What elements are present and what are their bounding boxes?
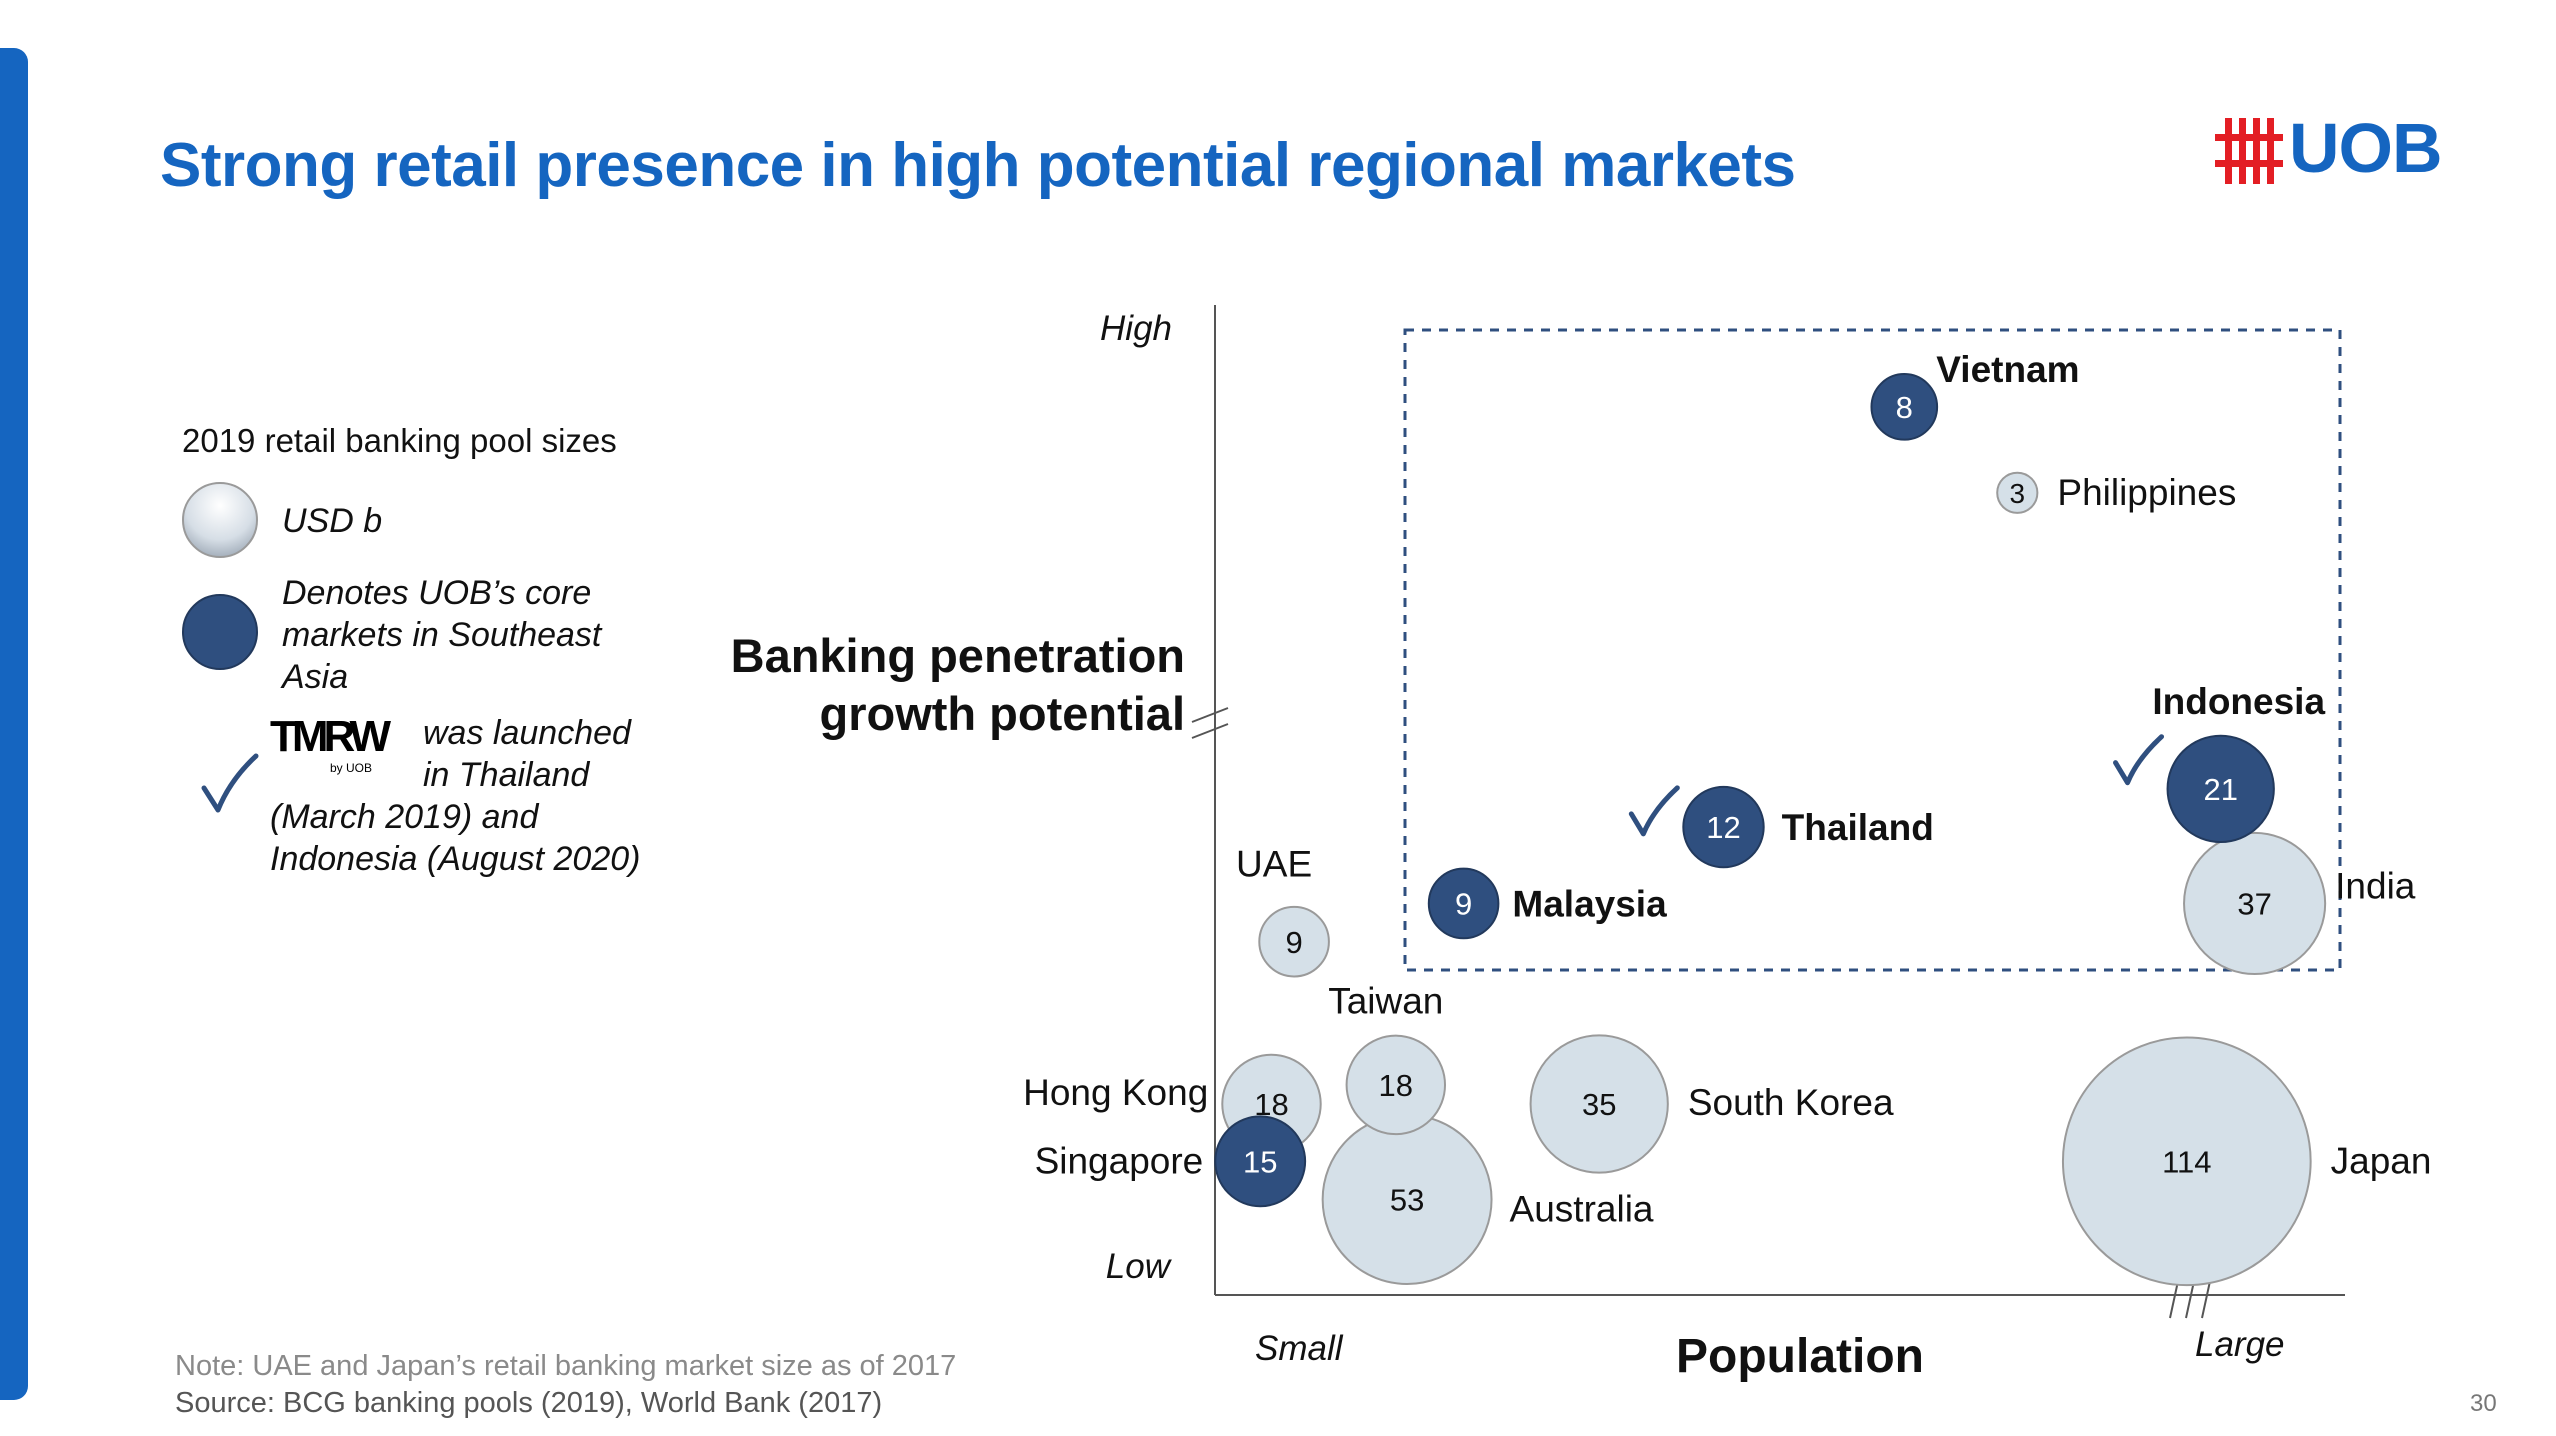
bubble-south-korea: [1529, 1034, 1669, 1174]
legend-usd-bubble: [182, 482, 258, 558]
bubble-malaysia: [1427, 867, 1500, 940]
x-tick-large: Large: [2195, 1325, 2285, 1364]
bubble-value-malaysia: 9: [1455, 887, 1472, 922]
bubble-value-taiwan: 18: [1379, 1068, 1413, 1103]
bubble-value-singapore: 15: [1243, 1144, 1277, 1179]
legend-launch-label-bottom: (March 2019) and Indonesia (August 2020): [270, 798, 641, 878]
y-axis-label-line-1: Banking penetration: [731, 629, 1185, 682]
slide-title: Strong retail presence in high potential…: [160, 131, 1796, 200]
chart-legend: 2019 retail banking pool sizes USD b Den…: [170, 410, 690, 890]
bubble-value-uae: 9: [1285, 925, 1302, 960]
bubble-label-south-korea: South Korea: [1688, 1082, 1894, 1123]
checkmark-icon-indonesia: [2113, 734, 2165, 786]
bubble-india: [2183, 831, 2327, 976]
x-axis-label: Population: [1676, 1330, 1924, 1383]
bubble-label-malaysia: Malaysia: [1512, 883, 1667, 924]
bubble-value-indonesia: 21: [2203, 772, 2237, 807]
bubble-label-hong-kong: Hong Kong: [1023, 1072, 1208, 1113]
bubble-value-australia: 53: [1390, 1183, 1424, 1218]
bubble-label-japan: Japan: [2331, 1140, 2432, 1181]
bubble-label-taiwan: Taiwan: [1328, 981, 1443, 1022]
bubble-taiwan: [1345, 1034, 1447, 1136]
source-text: Source: BCG banking pools (2019), World …: [175, 1387, 883, 1419]
tmrw-logo: TMRW by UOB: [270, 712, 391, 776]
bubble-label-india: India: [2335, 865, 2416, 906]
uob-flag-icon: [2215, 118, 2283, 184]
y-axis-break-mark: [1191, 707, 1229, 739]
uob-logo-text: UOB: [2289, 109, 2443, 187]
bubble-uae: [1258, 905, 1330, 978]
bubble-singapore: [1214, 1115, 1307, 1208]
bubble-label-philippines: Philippines: [2057, 472, 2236, 513]
page-number: 30: [2470, 1390, 2497, 1417]
bubble-label-uae: UAE: [1236, 844, 1312, 885]
legend-launch-label-top: was launched in Thailand: [423, 714, 631, 794]
bubble-label-singapore: Singapore: [1035, 1140, 1204, 1181]
bubble-thailand: [1682, 785, 1765, 869]
bubble-value-japan: 114: [2162, 1144, 2211, 1179]
checkmark-icon-thailand: [1628, 785, 1680, 837]
legend-checkmark-icon: [201, 753, 259, 813]
bubble-label-vietnam: Vietnam: [1936, 349, 2079, 390]
bubble-vietnam: [1870, 373, 1939, 441]
bubble-japan: [2061, 1036, 2312, 1287]
bubble-indonesia: [2166, 734, 2275, 844]
tmrw-logo-text: TMRW: [270, 712, 391, 761]
legend-title: 2019 retail banking pool sizes: [182, 422, 617, 459]
bubble-label-thailand: Thailand: [1782, 807, 1934, 848]
uob-logo: UOB: [2215, 109, 2455, 187]
bubble-value-hong-kong: 18: [1254, 1087, 1288, 1122]
legend-core-label: Denotes UOB’s core markets in Southeast …: [282, 574, 602, 696]
legend-core-bubble: [182, 594, 258, 670]
bubble-philippines: [1996, 471, 2039, 514]
tmrw-sub-text: by UOB: [330, 761, 373, 775]
bubble-value-philippines: 3: [2010, 478, 2026, 509]
bubble-value-south-korea: 35: [1582, 1087, 1616, 1122]
y-tick-high: High: [1100, 309, 1172, 348]
bubble-label-indonesia: Indonesia: [2152, 681, 2325, 722]
y-tick-low: Low: [1106, 1247, 1173, 1286]
bubble-value-vietnam: 8: [1896, 390, 1913, 425]
left-accent-bar: [0, 48, 28, 1400]
bubble-value-india: 37: [2237, 887, 2271, 922]
footnote: Note: UAE and Japan’s retail banking mar…: [175, 1350, 957, 1382]
legend-usd-label: USD b: [282, 502, 383, 540]
bubble-value-thailand: 12: [1706, 810, 1740, 845]
highlight-region-box: [1403, 328, 2342, 972]
x-tick-small: Small: [1255, 1329, 1344, 1368]
bubble-label-australia: Australia: [1510, 1189, 1654, 1230]
y-axis-label-line-2: growth potential: [819, 687, 1185, 740]
